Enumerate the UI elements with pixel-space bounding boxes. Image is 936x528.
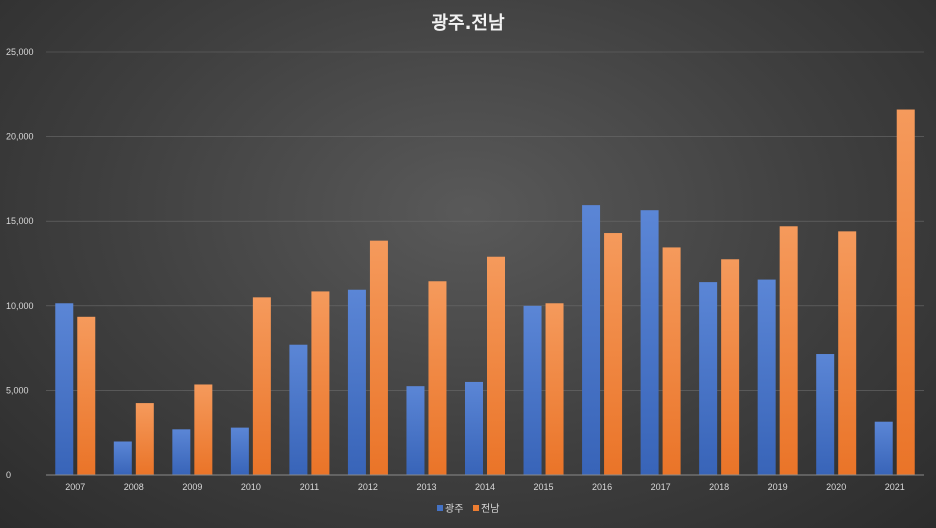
bar-series2 (604, 233, 623, 475)
bar-series1 (874, 421, 893, 475)
bar-series1 (113, 441, 132, 475)
bars (55, 109, 915, 475)
gridlines (46, 51, 924, 391)
legend: 광주 전남 (437, 503, 499, 515)
bar-series2 (779, 226, 798, 475)
legend-label: 전남 (481, 503, 499, 515)
x-tick-label: 2007 (65, 482, 85, 492)
y-axis: 0 5,000 10,000 15,000 20,000 25,000 (6, 47, 34, 480)
y-tick-label: 10,000 (6, 301, 34, 311)
bar-series1 (465, 381, 483, 475)
x-axis: 2007 2008 2009 2010 2011 2012 2013 2014 2015 2016… (65, 482, 904, 492)
x-tick-label: 2015 (534, 482, 554, 492)
bar-series2 (721, 259, 740, 475)
bar-series1 (699, 282, 718, 475)
legend-label: 광주 (445, 503, 463, 515)
bar-series1 (55, 303, 74, 475)
bar-series1 (230, 427, 249, 475)
chart-title: 광주.전남 (431, 13, 505, 34)
bar-series1 (347, 289, 366, 475)
bar-series1 (523, 305, 542, 475)
bar-series1 (757, 279, 776, 475)
y-tick-label: 5,000 (6, 385, 29, 395)
bar-series2 (77, 316, 96, 475)
bar-series2 (487, 256, 505, 475)
bar-series2 (838, 231, 857, 475)
x-tick-label: 2013 (416, 482, 436, 492)
x-tick-label: 2018 (709, 482, 729, 492)
bar-series2 (311, 291, 330, 475)
x-tick-label: 2010 (241, 482, 261, 492)
x-tick-label: 2008 (124, 482, 144, 492)
x-tick-label: 2012 (358, 482, 378, 492)
x-tick-label: 2020 (826, 482, 846, 492)
bar-series2 (135, 403, 154, 475)
legend-swatch (437, 505, 443, 511)
x-tick-label: 2016 (592, 482, 612, 492)
bar-series1 (289, 344, 308, 475)
x-tick-label: 2019 (768, 482, 788, 492)
bar-series2 (545, 303, 564, 475)
y-tick-label: 15,000 (6, 216, 34, 226)
x-tick-label: 2021 (885, 482, 905, 492)
bar-series1 (640, 210, 659, 475)
y-tick-label: 25,000 (6, 47, 34, 57)
bar-series1 (816, 354, 835, 475)
x-tick-label: 2009 (182, 482, 202, 492)
x-tick-label: 2017 (651, 482, 671, 492)
bar-series2 (369, 240, 388, 475)
bar-series2 (252, 297, 271, 475)
x-tick-label: 2011 (300, 482, 319, 492)
bar-series2 (896, 109, 915, 475)
bar-series2 (428, 281, 447, 475)
x-tick-label: 2014 (475, 482, 495, 492)
legend-swatch (473, 505, 479, 511)
bar-series1 (172, 429, 191, 475)
bar-series1 (406, 386, 425, 475)
bar-series2 (662, 247, 681, 475)
y-tick-label: 20,000 (6, 132, 34, 142)
bar-series1 (582, 205, 601, 475)
y-tick-label: 0 (6, 470, 11, 480)
bar-series2 (194, 384, 213, 475)
